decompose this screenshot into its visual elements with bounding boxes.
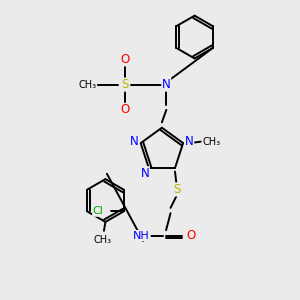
Text: N: N — [130, 135, 139, 148]
Text: S: S — [173, 183, 180, 196]
Text: Cl: Cl — [93, 206, 104, 216]
Text: NH: NH — [133, 230, 150, 241]
Text: O: O — [186, 229, 196, 242]
Text: CH₃: CH₃ — [93, 236, 112, 245]
Text: O: O — [120, 53, 129, 66]
Text: S: S — [121, 78, 128, 91]
Text: N: N — [185, 135, 194, 148]
Text: CH₃: CH₃ — [202, 136, 220, 147]
Text: N: N — [141, 167, 149, 180]
Text: N: N — [162, 78, 171, 91]
Text: O: O — [120, 103, 129, 116]
Text: CH₃: CH₃ — [79, 80, 97, 90]
